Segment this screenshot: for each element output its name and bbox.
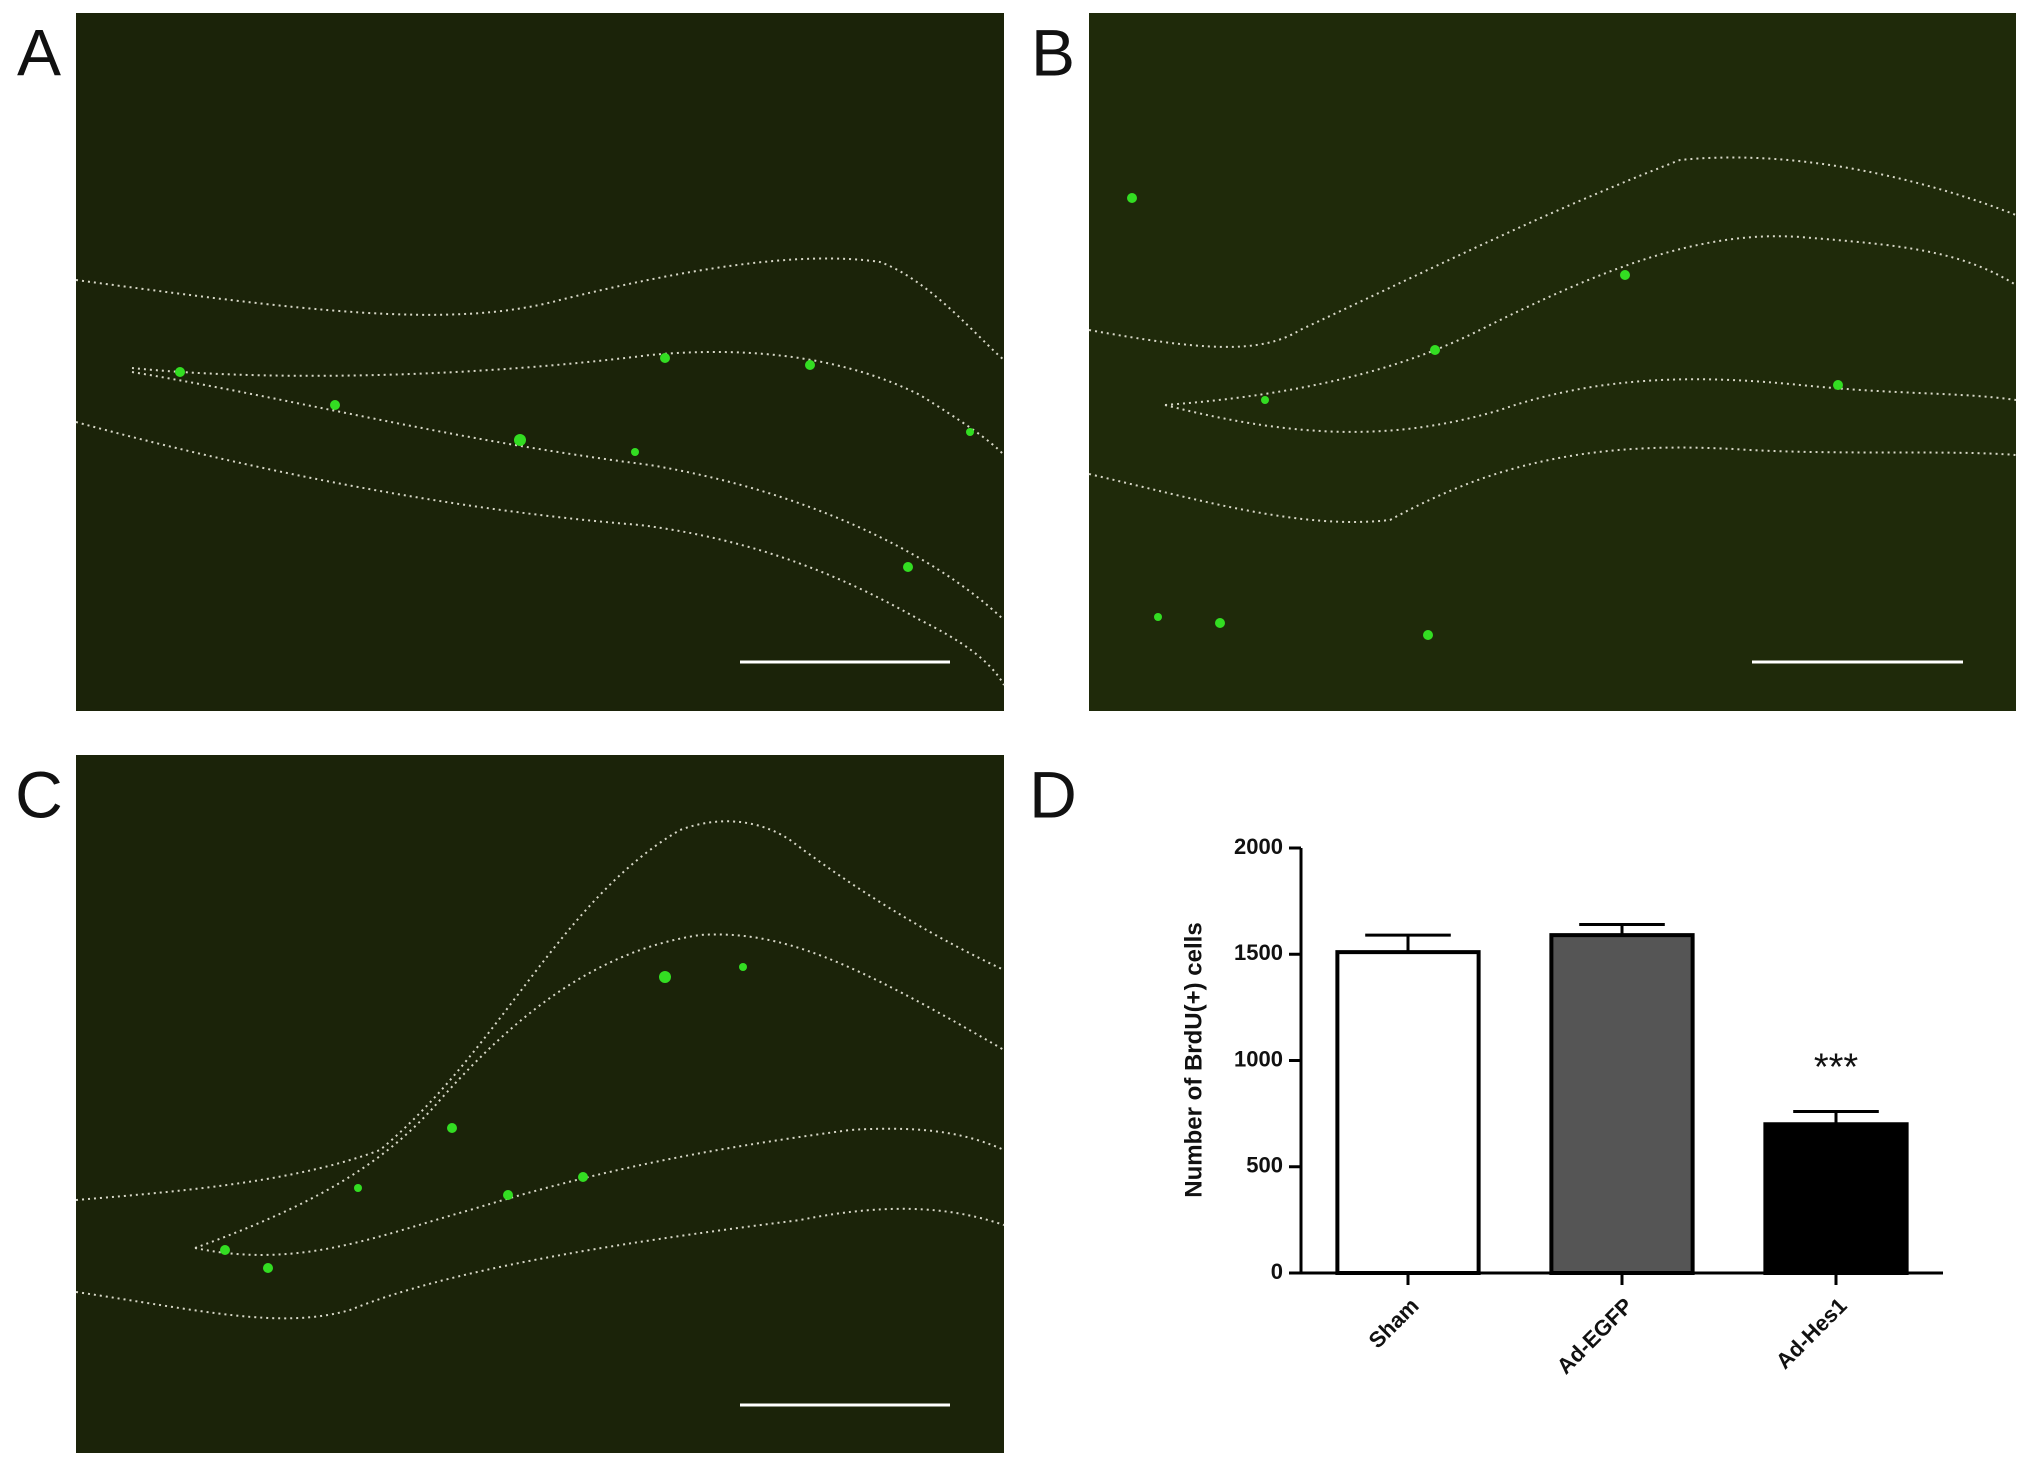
y-tick-label: 2000 bbox=[1234, 834, 1283, 859]
micrograph-c bbox=[75, 755, 1005, 1453]
micrograph-a bbox=[75, 13, 1005, 711]
panel-letter: C bbox=[15, 757, 63, 831]
y-axis-label: Number of BrdU(+) cells bbox=[1180, 922, 1207, 1197]
bar bbox=[1335, 950, 1481, 1275]
panel-letter: B bbox=[1031, 15, 1075, 89]
y-tick-label: 1000 bbox=[1234, 1046, 1283, 1071]
x-tick-label: Sham bbox=[1364, 1293, 1424, 1353]
y-tick-label: 0 bbox=[1271, 1259, 1283, 1284]
x-tick-label: Ad-EGFP bbox=[1552, 1293, 1638, 1379]
panel-letter: D bbox=[1029, 757, 1077, 831]
micrograph-b bbox=[1088, 13, 2017, 711]
y-tick-label: 500 bbox=[1246, 1153, 1283, 1178]
panel-letter: A bbox=[17, 15, 61, 89]
significance: *** bbox=[1814, 1047, 1859, 1089]
bar bbox=[1763, 1122, 1909, 1275]
bar bbox=[1549, 933, 1695, 1275]
x-tick-label: Ad-Hes1 bbox=[1771, 1293, 1852, 1374]
y-tick-label: 1500 bbox=[1234, 940, 1283, 965]
